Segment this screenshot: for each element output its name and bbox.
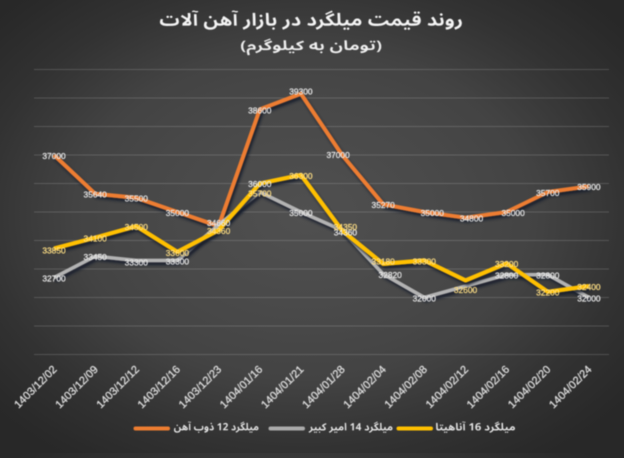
svg-text:1404/02/20: 1404/02/20 bbox=[506, 364, 553, 411]
svg-text:35270: 35270 bbox=[372, 200, 396, 210]
svg-text:33600: 33600 bbox=[166, 248, 190, 258]
svg-text:34360: 34360 bbox=[207, 226, 231, 236]
svg-text:34660: 34660 bbox=[207, 218, 231, 228]
svg-text:1403/12/02: 1403/12/02 bbox=[12, 364, 59, 411]
svg-text:32400: 32400 bbox=[577, 282, 601, 292]
svg-text:36300: 36300 bbox=[289, 171, 313, 181]
svg-text:33300: 33300 bbox=[166, 256, 190, 266]
svg-text:1403/12/23: 1403/12/23 bbox=[177, 364, 224, 411]
svg-text:33300: 33300 bbox=[125, 257, 149, 267]
svg-text:34500: 34500 bbox=[125, 222, 149, 232]
svg-text:35000: 35000 bbox=[289, 208, 313, 218]
svg-text:34800: 34800 bbox=[460, 214, 484, 224]
svg-text:33850: 33850 bbox=[42, 246, 66, 256]
svg-text:34360: 34360 bbox=[334, 227, 358, 237]
svg-text:36000: 36000 bbox=[248, 179, 272, 189]
svg-text:32820: 32820 bbox=[379, 270, 403, 280]
svg-text:39300: 39300 bbox=[289, 86, 313, 96]
svg-text:1404/01/28: 1404/01/28 bbox=[300, 364, 347, 411]
svg-text:1403/12/09: 1403/12/09 bbox=[53, 364, 100, 411]
svg-text:32000: 32000 bbox=[577, 293, 601, 303]
svg-text:32000: 32000 bbox=[413, 293, 437, 303]
svg-text:32700: 32700 bbox=[42, 274, 66, 284]
svg-text:37000: 37000 bbox=[326, 150, 350, 160]
svg-text:34350: 34350 bbox=[334, 222, 358, 232]
svg-text:35000: 35000 bbox=[501, 208, 525, 218]
svg-text:32800: 32800 bbox=[495, 271, 519, 281]
svg-text:1404/01/16: 1404/01/16 bbox=[218, 364, 265, 411]
svg-text:34100: 34100 bbox=[84, 234, 108, 244]
svg-text:33300: 33300 bbox=[413, 256, 437, 266]
svg-text:1404/02/12: 1404/02/12 bbox=[424, 364, 471, 411]
svg-text:37000: 37000 bbox=[42, 151, 66, 161]
svg-text:33450: 33450 bbox=[84, 252, 108, 262]
svg-text:32600: 32600 bbox=[454, 285, 478, 295]
svg-text:1404/02/08: 1404/02/08 bbox=[383, 364, 430, 411]
svg-text:1404/01/21: 1404/01/21 bbox=[259, 364, 306, 411]
svg-text:33180: 33180 bbox=[372, 256, 396, 266]
svg-text:35900: 35900 bbox=[577, 182, 601, 192]
svg-text:35700: 35700 bbox=[248, 188, 272, 198]
svg-text:35640: 35640 bbox=[84, 190, 108, 200]
svg-text:38600: 38600 bbox=[248, 105, 272, 115]
svg-text:35000: 35000 bbox=[166, 208, 190, 218]
svg-text:1403/12/16: 1403/12/16 bbox=[136, 364, 183, 411]
svg-text:32800: 32800 bbox=[536, 271, 560, 281]
svg-text:1404/02/16: 1404/02/16 bbox=[465, 364, 512, 411]
svg-text:1404/02/04: 1404/02/04 bbox=[341, 364, 388, 411]
svg-text:32200: 32200 bbox=[536, 288, 560, 298]
svg-text:35700: 35700 bbox=[536, 188, 560, 198]
svg-text:1403/12/12: 1403/12/12 bbox=[95, 364, 142, 411]
svg-text:1404/02/24: 1404/02/24 bbox=[547, 364, 594, 411]
svg-text:35000: 35000 bbox=[421, 208, 445, 218]
svg-text:33200: 33200 bbox=[495, 259, 519, 269]
svg-text:35500: 35500 bbox=[125, 194, 149, 204]
